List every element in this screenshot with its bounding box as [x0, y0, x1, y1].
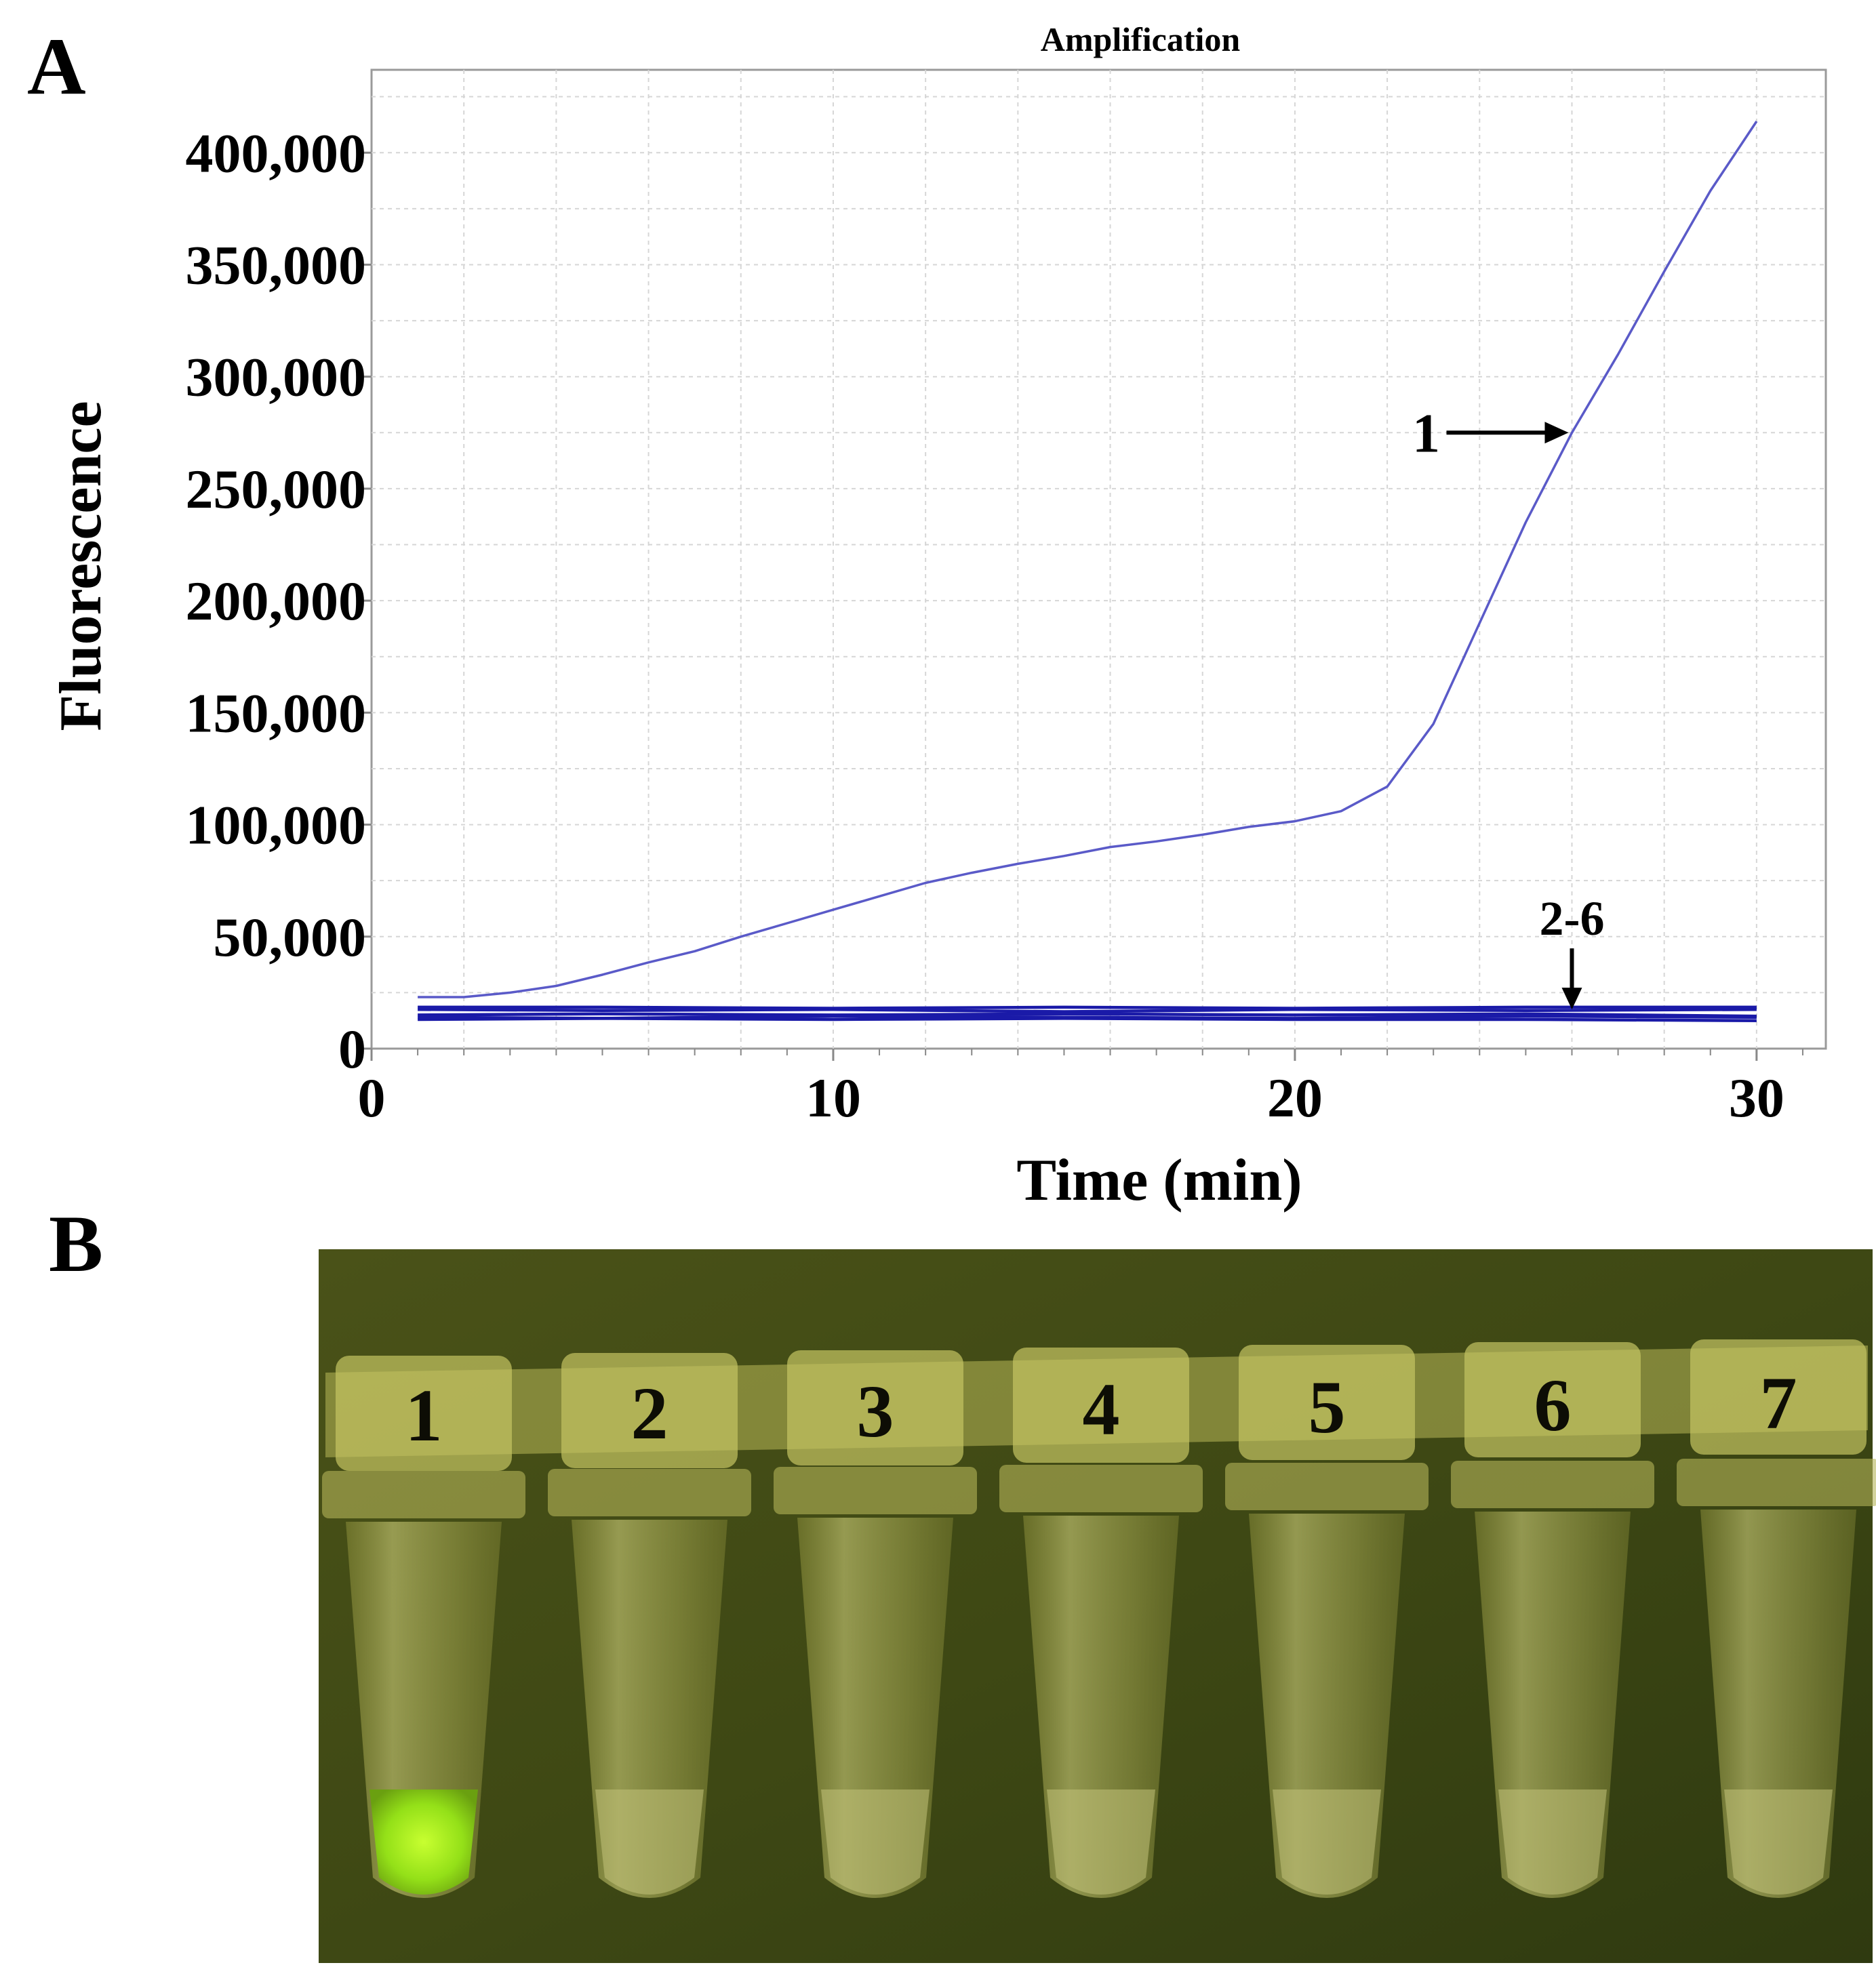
tube-liquid — [821, 1789, 930, 1895]
chart-title: Amplification — [1041, 20, 1241, 58]
annotation-arrowhead-2-6 — [1561, 988, 1582, 1010]
tube-liquid — [1047, 1789, 1155, 1895]
tube-cap — [1239, 1345, 1415, 1460]
tube-ring — [1225, 1463, 1429, 1510]
tube-label-7: 7 — [1760, 1362, 1797, 1444]
series-line-2 — [418, 1005, 1757, 1010]
tube-4: 4 — [999, 1348, 1203, 1898]
annotations: 1 2-6 — [1412, 402, 1604, 1010]
tube-ring — [1677, 1459, 1876, 1506]
series-line-4 — [418, 1012, 1757, 1018]
x-tick-label: 20 — [1267, 1067, 1323, 1129]
y-tick-label: 150,000 — [186, 682, 367, 744]
tube-label-3: 3 — [857, 1370, 894, 1453]
tube-label-4: 4 — [1083, 1368, 1120, 1451]
tube-1: 1 — [322, 1356, 525, 1898]
panel-a-label: A — [27, 21, 86, 111]
series-line-6 — [418, 1017, 1757, 1022]
tube-liquid — [1273, 1789, 1381, 1895]
tube-3: 3 — [774, 1350, 977, 1898]
y-tick-label: 200,000 — [186, 570, 367, 632]
tube-ring — [774, 1467, 977, 1514]
tube-cap — [561, 1353, 738, 1468]
tube-label-2: 2 — [631, 1372, 668, 1455]
y-tick-label: 250,000 — [186, 458, 367, 520]
annotation-label-1: 1 — [1412, 402, 1440, 464]
tube-liquid — [1498, 1789, 1607, 1895]
tube-ring — [1451, 1461, 1654, 1508]
tube-6: 6 — [1451, 1342, 1654, 1898]
y-tick-label: 0 — [338, 1018, 366, 1080]
annotation-label-2-6: 2-6 — [1539, 891, 1604, 946]
tube-liquid — [595, 1789, 704, 1895]
series-line-3 — [418, 1007, 1757, 1013]
y-tick-label: 300,000 — [186, 346, 367, 408]
tube-label-5: 5 — [1309, 1366, 1346, 1449]
series-line-1 — [418, 121, 1758, 998]
tube-2: 2 — [548, 1353, 751, 1898]
tube-label-6: 6 — [1534, 1364, 1572, 1447]
tube-cap — [1013, 1348, 1189, 1463]
x-tick-label: 30 — [1729, 1067, 1784, 1129]
tube-cap — [1464, 1342, 1641, 1457]
tube-ring — [322, 1471, 525, 1518]
plot-frame — [370, 68, 1827, 1050]
tube-label-1: 1 — [405, 1374, 443, 1457]
series-lines — [418, 121, 1758, 1022]
x-tick-label: 10 — [805, 1067, 861, 1129]
tube-liquid-positive — [370, 1789, 478, 1895]
tube-7: 7 — [1677, 1339, 1876, 1898]
tube-liquid — [1724, 1789, 1833, 1895]
y-tick-label: 100,000 — [186, 794, 367, 856]
y-tick-label: 400,000 — [186, 122, 367, 184]
tube-cap — [336, 1356, 512, 1471]
tube-row: 1 2 3 4 5 6 7 — [322, 1339, 1876, 1898]
annotation-arrowhead-1 — [1544, 422, 1569, 444]
tube-cap — [787, 1350, 963, 1465]
x-axis-label: Time (min) — [1016, 1148, 1302, 1213]
x-tick-label: 0 — [358, 1067, 386, 1129]
tube-5: 5 — [1225, 1345, 1429, 1898]
axis-ticks: 0 10 20 30 0 50,000 100,000 150,000 200,000 250,0… — [186, 122, 1803, 1129]
chart-plot-area: 0 10 20 30 0 50,000 100,000 150,000 200,000 250,0… — [48, 20, 1827, 1213]
gridlines — [372, 70, 1826, 1049]
panel-b-label: B — [49, 1198, 104, 1289]
tube-cap — [1690, 1339, 1867, 1455]
y-tick-label: 350,000 — [186, 234, 367, 296]
tube-ring — [548, 1469, 751, 1516]
y-axis-label: Fluorescence — [48, 401, 114, 731]
y-tick-label: 50,000 — [214, 906, 367, 968]
tube-photo: 1 2 3 4 5 6 7 — [319, 1249, 1876, 1963]
tube-ring — [999, 1465, 1203, 1512]
